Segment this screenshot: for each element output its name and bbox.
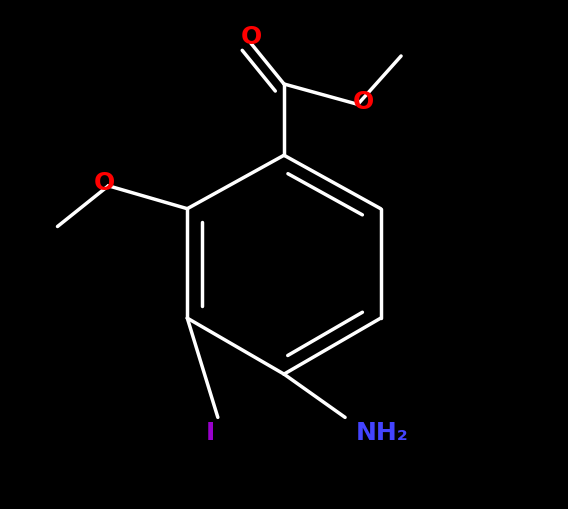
Text: NH₂: NH₂: [355, 420, 408, 445]
Text: O: O: [352, 90, 374, 114]
Text: O: O: [94, 171, 115, 195]
Text: I: I: [206, 420, 215, 445]
Text: O: O: [240, 24, 261, 49]
